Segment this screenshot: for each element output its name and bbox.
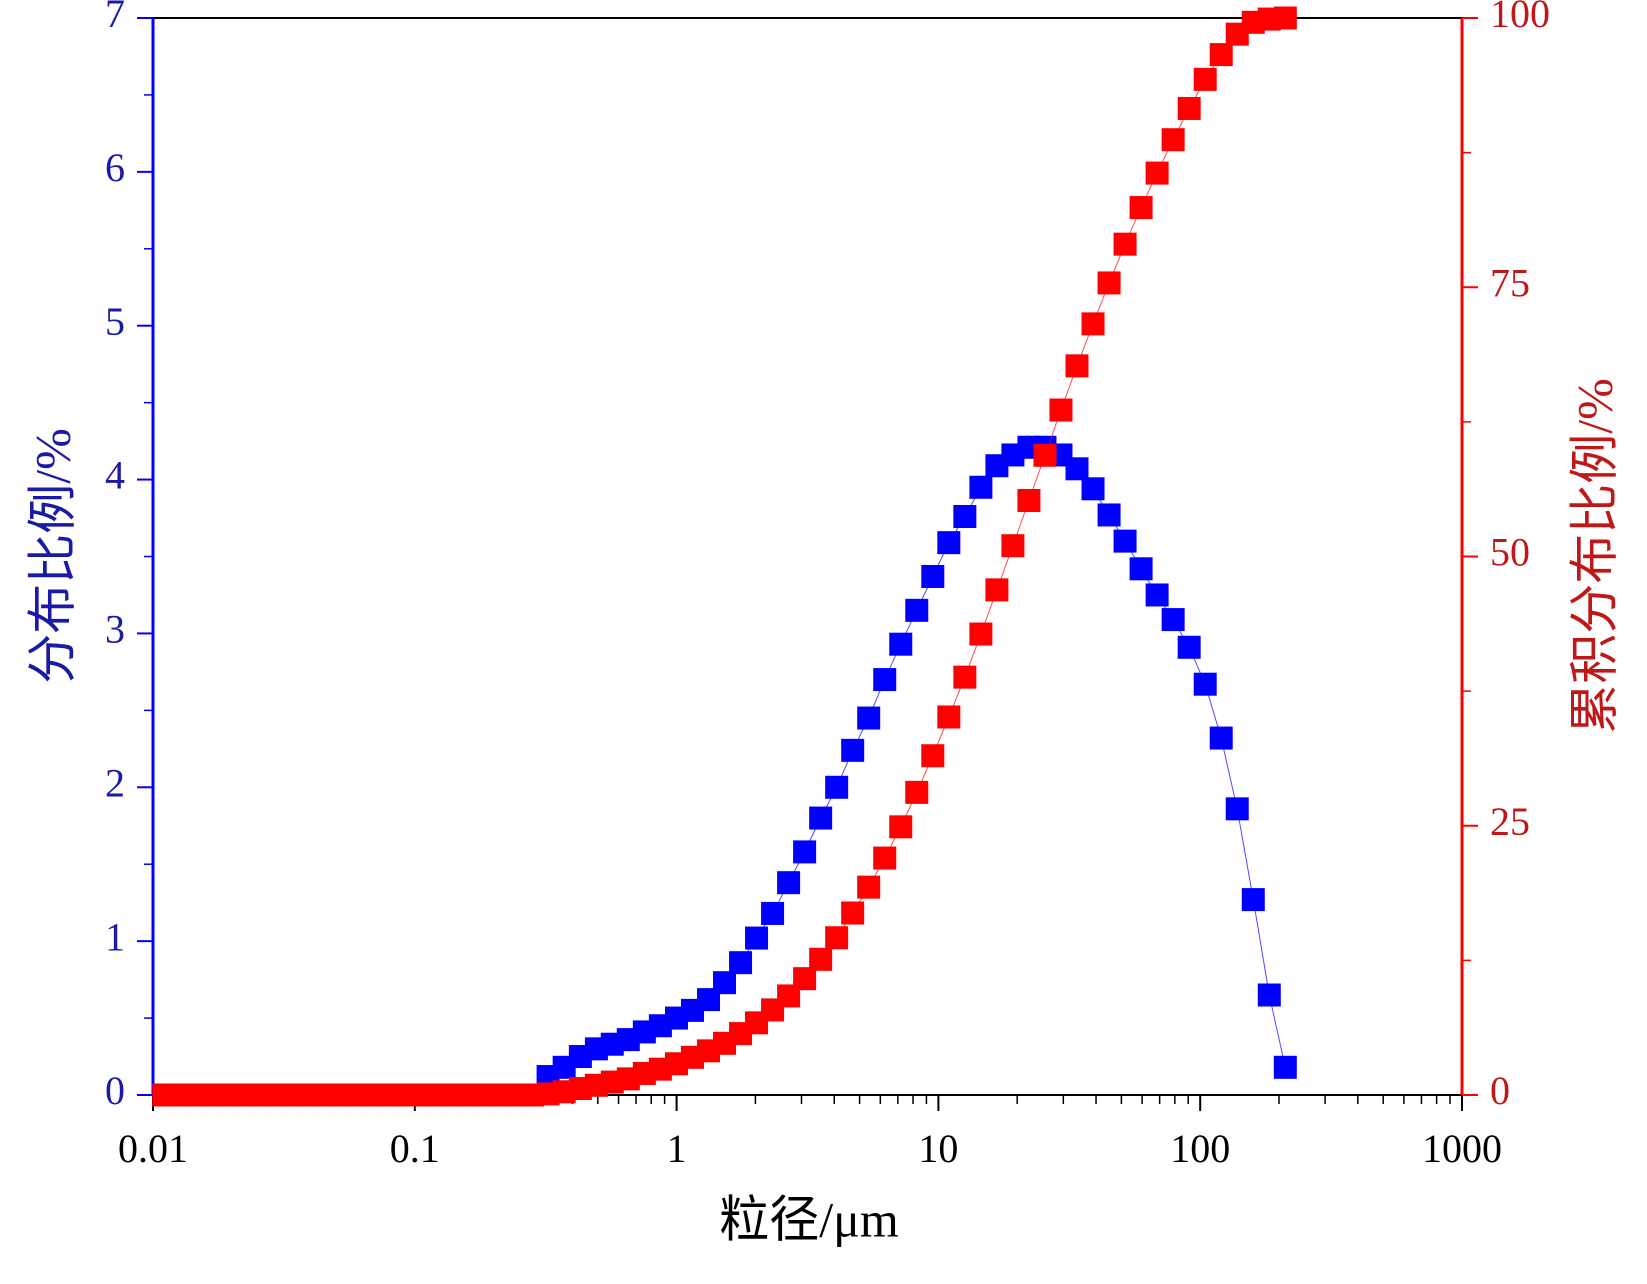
data-point bbox=[1257, 983, 1281, 1007]
y-tick-label: 7 bbox=[105, 0, 125, 36]
data-point bbox=[713, 971, 737, 995]
data-point bbox=[1161, 128, 1185, 152]
data-point bbox=[1177, 635, 1201, 659]
x-tick-label: 100 bbox=[1170, 1126, 1230, 1171]
data-point bbox=[793, 967, 817, 991]
data-point bbox=[985, 578, 1009, 602]
data-point bbox=[1161, 608, 1185, 632]
data-point bbox=[937, 531, 961, 555]
data-point bbox=[1145, 583, 1169, 607]
y-tick-label: 6 bbox=[105, 145, 125, 190]
data-point bbox=[857, 706, 881, 730]
data-point bbox=[777, 871, 801, 895]
data-point bbox=[1081, 312, 1105, 336]
data-point bbox=[1273, 6, 1297, 30]
y-tick-label: 3 bbox=[105, 607, 125, 652]
data-point bbox=[1273, 1055, 1297, 1079]
series-line bbox=[163, 17, 1286, 1096]
x-tick-label: 1 bbox=[667, 1126, 687, 1171]
data-point bbox=[921, 565, 945, 589]
data-point bbox=[921, 744, 945, 768]
data-point bbox=[1225, 797, 1249, 821]
data-point bbox=[841, 738, 865, 762]
data-point bbox=[1065, 354, 1089, 378]
data-point bbox=[937, 705, 961, 729]
data-point bbox=[761, 901, 785, 925]
x-tick-label: 1000 bbox=[1422, 1126, 1502, 1171]
data-point bbox=[1241, 888, 1265, 912]
data-point bbox=[873, 668, 897, 692]
y-tick-label: 0 bbox=[105, 1068, 125, 1113]
data-point bbox=[857, 875, 881, 899]
data-point bbox=[1193, 67, 1217, 91]
data-point bbox=[825, 926, 849, 950]
y2-tick-label: 100 bbox=[1490, 0, 1550, 36]
data-point bbox=[809, 947, 833, 971]
x-tick-label: 0.01 bbox=[118, 1126, 188, 1171]
y-tick-label: 5 bbox=[105, 299, 125, 344]
data-point bbox=[1193, 672, 1217, 696]
y2-tick-label: 50 bbox=[1490, 530, 1530, 575]
y-axis-title: 分布比例/% bbox=[24, 428, 80, 684]
data-point bbox=[1209, 43, 1233, 67]
data-point bbox=[841, 901, 865, 925]
data-point bbox=[745, 926, 769, 950]
data-point bbox=[953, 665, 977, 689]
data-point bbox=[1001, 534, 1025, 558]
data-point bbox=[1145, 161, 1169, 185]
data-point bbox=[969, 475, 993, 499]
data-point bbox=[1049, 398, 1073, 422]
data-point bbox=[889, 632, 913, 656]
data-point bbox=[1129, 557, 1153, 581]
data-point bbox=[1113, 232, 1137, 256]
x-axis-title: 粒径/μm bbox=[719, 1191, 899, 1247]
data-point bbox=[793, 840, 817, 864]
data-point bbox=[969, 622, 993, 646]
data-point bbox=[889, 815, 913, 839]
data-point bbox=[1033, 443, 1057, 467]
data-point bbox=[1177, 96, 1201, 120]
data-point bbox=[905, 598, 929, 622]
data-point bbox=[953, 504, 977, 528]
data-point bbox=[905, 780, 929, 804]
data-point bbox=[1065, 457, 1089, 481]
y-tick-label: 1 bbox=[105, 914, 125, 959]
data-point bbox=[1017, 488, 1041, 512]
y2-axis-title: 累积分布比例/% bbox=[1566, 378, 1622, 734]
x-tick-label: 10 bbox=[918, 1126, 958, 1171]
data-point bbox=[873, 846, 897, 870]
x-tick-label: 0.1 bbox=[390, 1126, 440, 1171]
data-point bbox=[1113, 529, 1137, 553]
data-point bbox=[809, 806, 833, 830]
y2-tick-label: 0 bbox=[1490, 1068, 1510, 1113]
data-point bbox=[1209, 726, 1233, 750]
y2-tick-label: 75 bbox=[1490, 260, 1530, 305]
data-point bbox=[1097, 503, 1121, 527]
y-tick-label: 4 bbox=[105, 453, 125, 498]
y2-tick-label: 25 bbox=[1490, 799, 1530, 844]
data-point bbox=[1081, 477, 1105, 501]
data-point bbox=[1097, 271, 1121, 295]
data-point bbox=[825, 775, 849, 799]
data-point bbox=[729, 951, 753, 975]
data-point bbox=[1129, 196, 1153, 220]
y-tick-label: 2 bbox=[105, 760, 125, 805]
